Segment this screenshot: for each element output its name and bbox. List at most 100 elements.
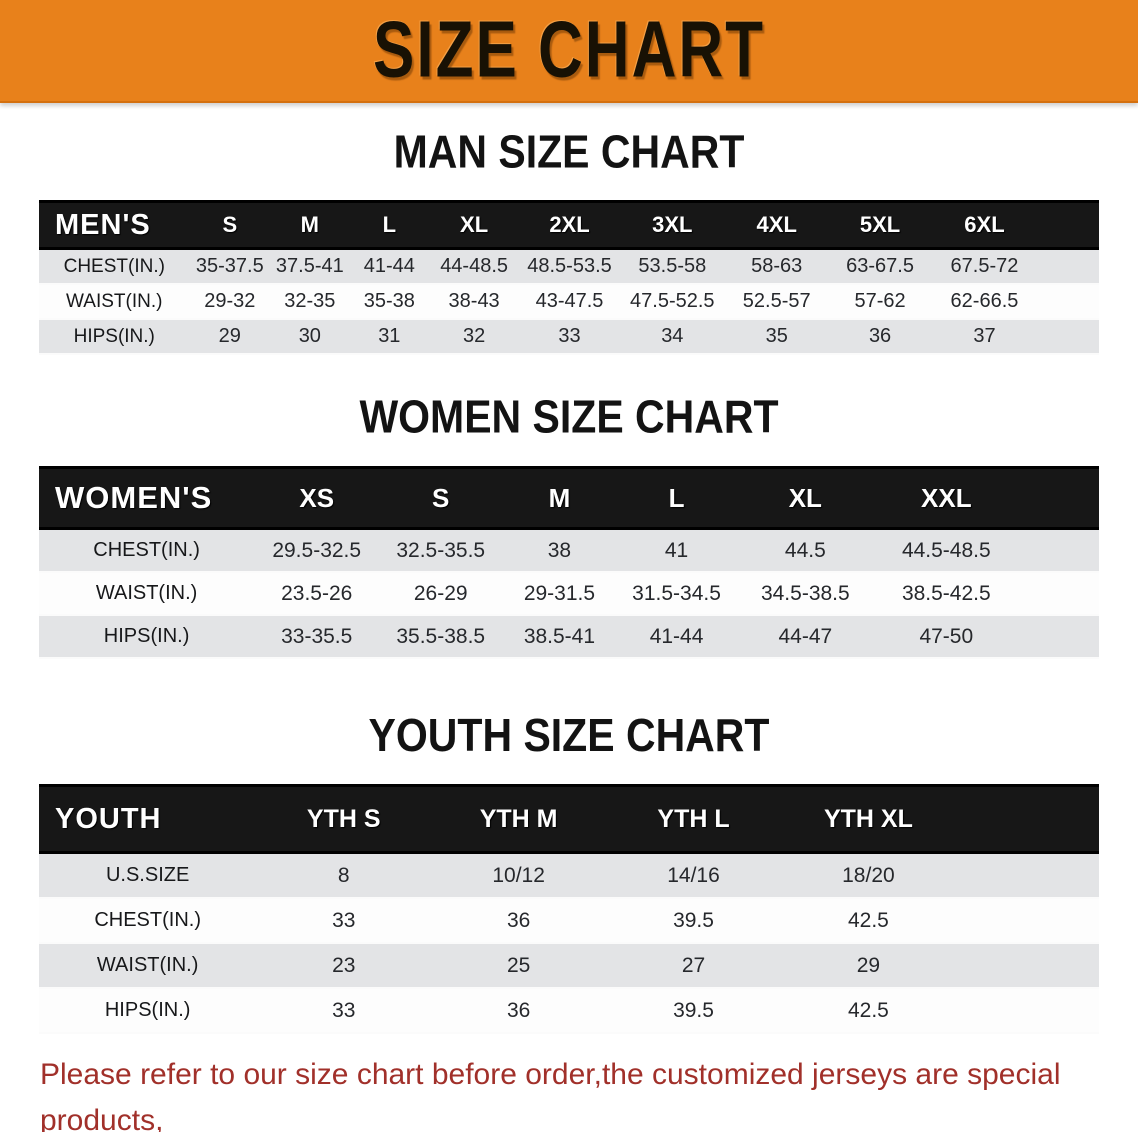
youth-value-3-0: 33 bbox=[256, 988, 432, 1034]
youth-size-header-1: YTH M bbox=[431, 784, 607, 854]
men-value-1-0: 29-32 bbox=[189, 284, 271, 320]
youth-value-2-0: 23 bbox=[256, 943, 432, 989]
youth-value-3-2: 39.5 bbox=[606, 988, 781, 1034]
youth-value-1-2: 39.5 bbox=[606, 898, 781, 944]
women-value-1-3: 31.5-34.5 bbox=[616, 572, 737, 616]
women-size-header-1: S bbox=[379, 466, 503, 530]
men-size-header-3: XL bbox=[429, 200, 520, 250]
men-size-header-4: 2XL bbox=[519, 200, 620, 250]
men-value-0-0: 35-37.5 bbox=[189, 248, 271, 285]
youth-value-0-3: 18/20 bbox=[780, 852, 956, 899]
women-header-row: WOMEN'S XS S M L XL XXL bbox=[39, 466, 1099, 530]
youth-row-2: WAIST(IN.) 23 25 27 29 bbox=[39, 943, 1099, 989]
youth-measure-label-3: HIPS(IN.) bbox=[39, 988, 257, 1034]
youth-measure-label-0: U.S.SIZE bbox=[39, 852, 257, 899]
men-measure-label-2: HIPS(IN.) bbox=[39, 319, 190, 355]
women-value-0-2: 38 bbox=[502, 528, 617, 573]
men-value-1-3: 38-43 bbox=[429, 284, 520, 320]
men-value-0-1: 37.5-41 bbox=[270, 248, 350, 285]
women-measure-label-0: CHEST(IN.) bbox=[39, 528, 255, 573]
women-value-1-1: 26-29 bbox=[379, 572, 503, 616]
youth-measure-label-2: WAIST(IN.) bbox=[39, 943, 257, 989]
women-value-1-5: 38.5-42.5 bbox=[874, 572, 1019, 616]
women-row-spacer-1 bbox=[1018, 572, 1099, 616]
men-value-1-5: 47.5-52.5 bbox=[619, 284, 725, 320]
youth-value-2-3: 29 bbox=[780, 943, 956, 989]
men-value-0-7: 63-67.5 bbox=[828, 248, 932, 285]
women-group-label: WOMEN'S bbox=[39, 466, 255, 530]
men-row-2: HIPS(IN.) 29 30 31 32 33 34 35 36 37 bbox=[39, 319, 1099, 355]
women-value-0-1: 32.5-35.5 bbox=[379, 528, 503, 573]
women-value-1-2: 29-31.5 bbox=[502, 572, 617, 616]
women-row-spacer-2 bbox=[1018, 615, 1099, 659]
youth-row-spacer-2 bbox=[955, 943, 1099, 989]
men-measure-label-1: WAIST(IN.) bbox=[39, 284, 190, 320]
disclaimer-text: Please refer to our size chart before or… bbox=[40, 1052, 1104, 1132]
women-size-header-0: XS bbox=[254, 466, 380, 530]
men-row-spacer-0 bbox=[1037, 248, 1099, 285]
women-value-0-5: 44.5-48.5 bbox=[874, 528, 1019, 573]
women-value-2-3: 41-44 bbox=[616, 615, 737, 659]
men-row-spacer-1 bbox=[1037, 284, 1099, 320]
youth-value-0-2: 14/16 bbox=[606, 852, 781, 899]
men-row-0: CHEST(IN.) 35-37.5 37.5-41 41-44 44-48.5 48.5… bbox=[39, 248, 1099, 285]
women-row-1: WAIST(IN.) 23.5-26 26-29 29-31.5 31.5-34.5 34… bbox=[39, 572, 1099, 616]
youth-row-spacer-3 bbox=[955, 988, 1099, 1034]
women-value-0-3: 41 bbox=[616, 528, 737, 573]
women-section-heading: WOMEN SIZE CHART bbox=[359, 390, 779, 443]
women-row-2: HIPS(IN.) 33-35.5 35.5-38.5 38.5-41 41-44 44-… bbox=[39, 615, 1099, 659]
women-row-0: CHEST(IN.) 29.5-32.5 32.5-35.5 38 41 44.5 44.5… bbox=[39, 528, 1099, 573]
men-value-0-2: 41-44 bbox=[349, 248, 430, 285]
men-size-header-7: 5XL bbox=[828, 200, 932, 250]
women-measure-label-1: WAIST(IN.) bbox=[39, 572, 255, 616]
youth-value-0-1: 10/12 bbox=[431, 852, 607, 899]
women-measure-label-2: HIPS(IN.) bbox=[39, 615, 255, 659]
youth-row-3: HIPS(IN.) 33 36 39.5 42.5 bbox=[39, 988, 1099, 1034]
man-section-heading: MAN SIZE CHART bbox=[393, 126, 745, 178]
men-value-2-7: 36 bbox=[828, 319, 932, 355]
women-size-table: WOMEN'S XS S M L XL XXL CHEST(IN.) 29.5-32.5 32.… bbox=[39, 466, 1099, 659]
youth-row-1: CHEST(IN.) 33 36 39.5 42.5 bbox=[39, 898, 1099, 944]
men-size-header-6: 4XL bbox=[724, 200, 829, 250]
youth-header-spacer bbox=[955, 784, 1099, 854]
women-value-2-0: 33-35.5 bbox=[254, 615, 380, 659]
women-size-header-5: XXL bbox=[874, 466, 1019, 530]
youth-size-header-3: YTH XL bbox=[780, 784, 956, 854]
women-value-2-5: 47-50 bbox=[874, 615, 1019, 659]
men-value-2-5: 34 bbox=[619, 319, 725, 355]
youth-value-2-1: 25 bbox=[431, 943, 607, 989]
men-size-header-1: M bbox=[270, 200, 350, 250]
youth-row-0: U.S.SIZE 8 10/12 14/16 18/20 bbox=[39, 852, 1099, 899]
women-value-1-0: 23.5-26 bbox=[254, 572, 380, 616]
men-value-2-4: 33 bbox=[519, 319, 620, 355]
youth-value-1-0: 33 bbox=[256, 898, 432, 944]
youth-row-spacer-1 bbox=[955, 898, 1099, 944]
youth-size-header-2: YTH L bbox=[606, 784, 781, 854]
women-header-spacer bbox=[1018, 466, 1099, 530]
men-header-spacer bbox=[1037, 200, 1099, 250]
women-size-header-2: M bbox=[502, 466, 617, 530]
men-value-2-2: 31 bbox=[349, 319, 430, 355]
men-header-row: MEN'S S M L XL 2XL 3XL 4XL 5XL 6XL bbox=[39, 200, 1099, 250]
men-measure-label-0: CHEST(IN.) bbox=[39, 248, 190, 285]
women-value-2-4: 44-47 bbox=[736, 615, 875, 659]
men-row-1: WAIST(IN.) 29-32 32-35 35-38 38-43 43-47.5 47.… bbox=[39, 284, 1099, 320]
youth-value-3-1: 36 bbox=[431, 988, 607, 1034]
men-size-header-5: 3XL bbox=[619, 200, 725, 250]
youth-value-3-3: 42.5 bbox=[780, 988, 956, 1034]
size-chart-banner: SIZE CHART bbox=[0, 0, 1138, 103]
youth-group-label: YOUTH bbox=[39, 784, 257, 854]
men-value-1-4: 43-47.5 bbox=[519, 284, 620, 320]
youth-value-0-0: 8 bbox=[256, 852, 432, 899]
women-value-2-1: 35.5-38.5 bbox=[379, 615, 503, 659]
youth-value-1-3: 42.5 bbox=[780, 898, 956, 944]
women-size-header-4: XL bbox=[736, 466, 875, 530]
disclaimer-line-1: Please refer to our size chart before or… bbox=[40, 1058, 1061, 1132]
men-row-spacer-2 bbox=[1037, 319, 1099, 355]
youth-value-2-2: 27 bbox=[606, 943, 781, 989]
women-size-header-3: L bbox=[616, 466, 737, 530]
men-size-header-2: L bbox=[349, 200, 430, 250]
men-value-2-1: 30 bbox=[270, 319, 350, 355]
men-value-1-2: 35-38 bbox=[349, 284, 430, 320]
women-value-0-0: 29.5-32.5 bbox=[254, 528, 380, 573]
